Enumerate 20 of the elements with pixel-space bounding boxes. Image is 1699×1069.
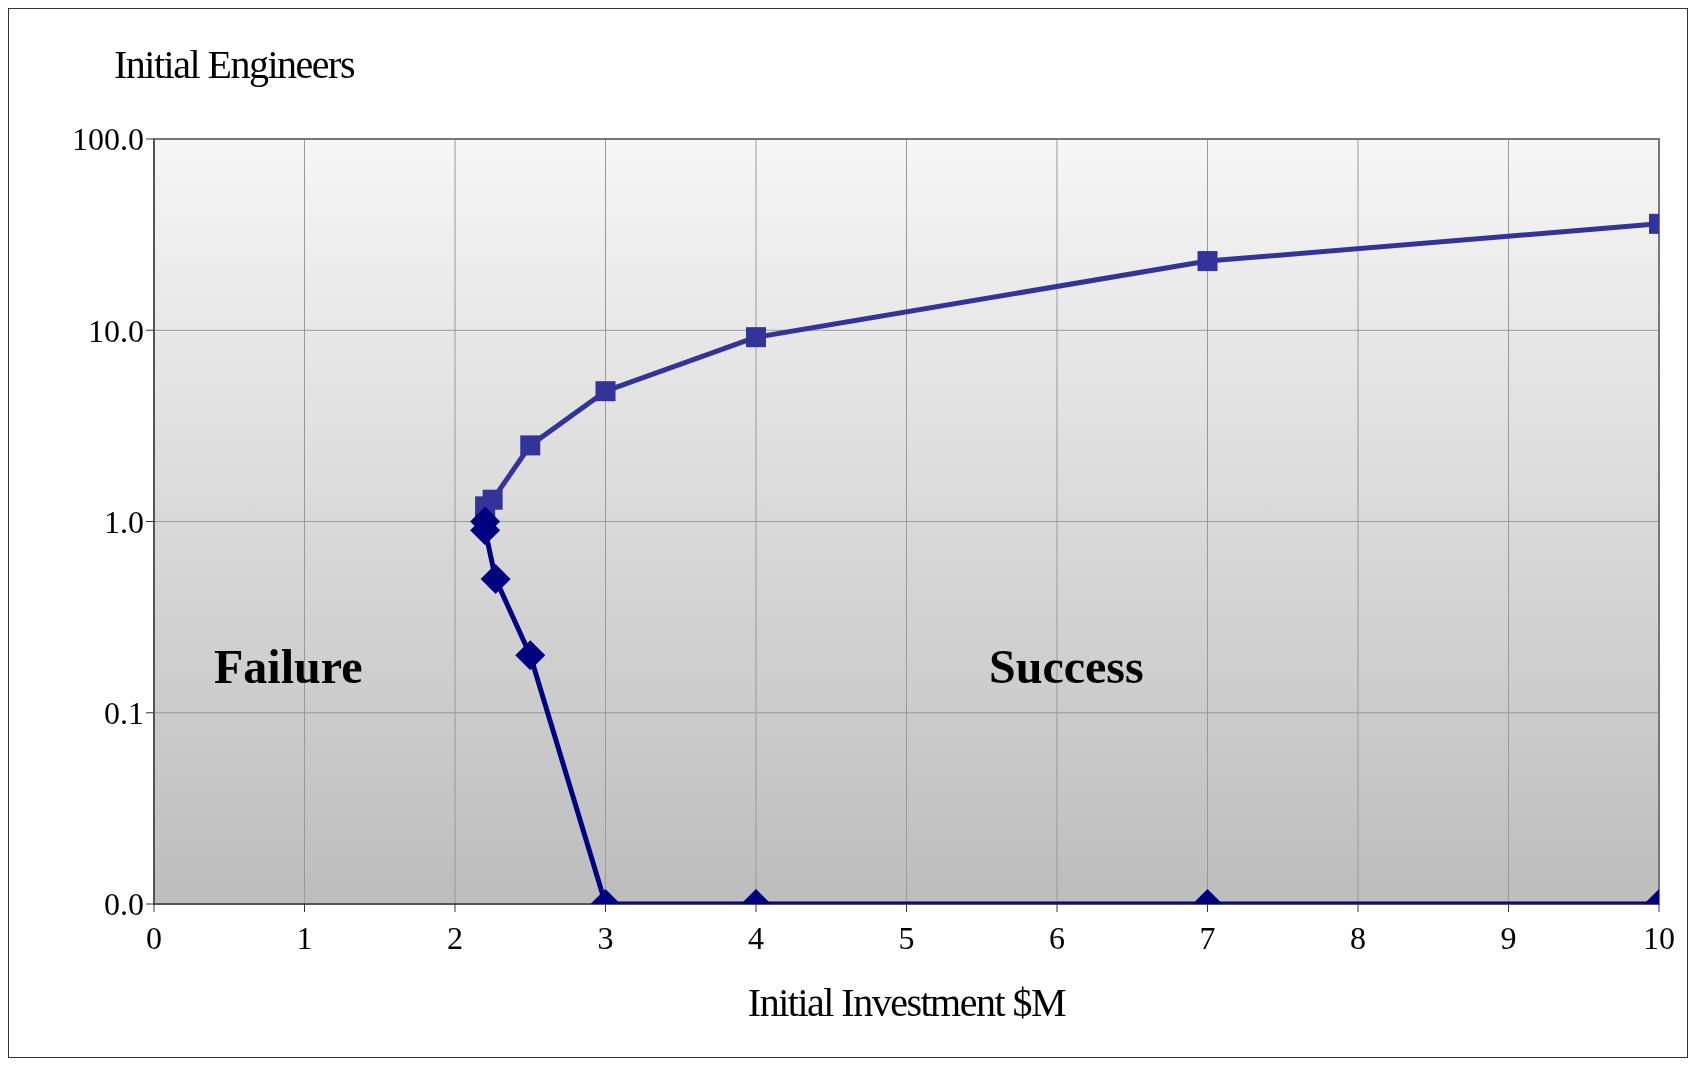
annotation: Success: [989, 639, 1144, 694]
y-tick-label: 10.0: [88, 312, 144, 349]
x-tick-label: 0: [146, 919, 162, 956]
y-tick-label: 0.1: [104, 695, 144, 732]
x-tick-label: 9: [1500, 919, 1517, 956]
x-tick-label: 4: [748, 919, 764, 956]
x-tick-label: 7: [1199, 919, 1216, 956]
x-tick-label: 3: [597, 919, 614, 956]
x-axis-title: Initial Investment $M: [747, 980, 1067, 1025]
y-tick-label: 0.0: [104, 886, 144, 923]
x-tick-label: 8: [1350, 919, 1366, 956]
y-axis-title: Initial Engineers: [114, 41, 354, 88]
x-tick-label: 6: [1049, 919, 1065, 956]
y-tick-label: 100.0: [72, 121, 144, 158]
y-tick-label: 1.0: [104, 503, 144, 540]
x-tick-label: 10: [1643, 919, 1675, 956]
x-tick-label: 5: [898, 919, 915, 956]
annotation: Failure: [214, 639, 363, 694]
x-tick-label: 1: [296, 919, 313, 956]
x-tick-label: 2: [447, 919, 463, 956]
